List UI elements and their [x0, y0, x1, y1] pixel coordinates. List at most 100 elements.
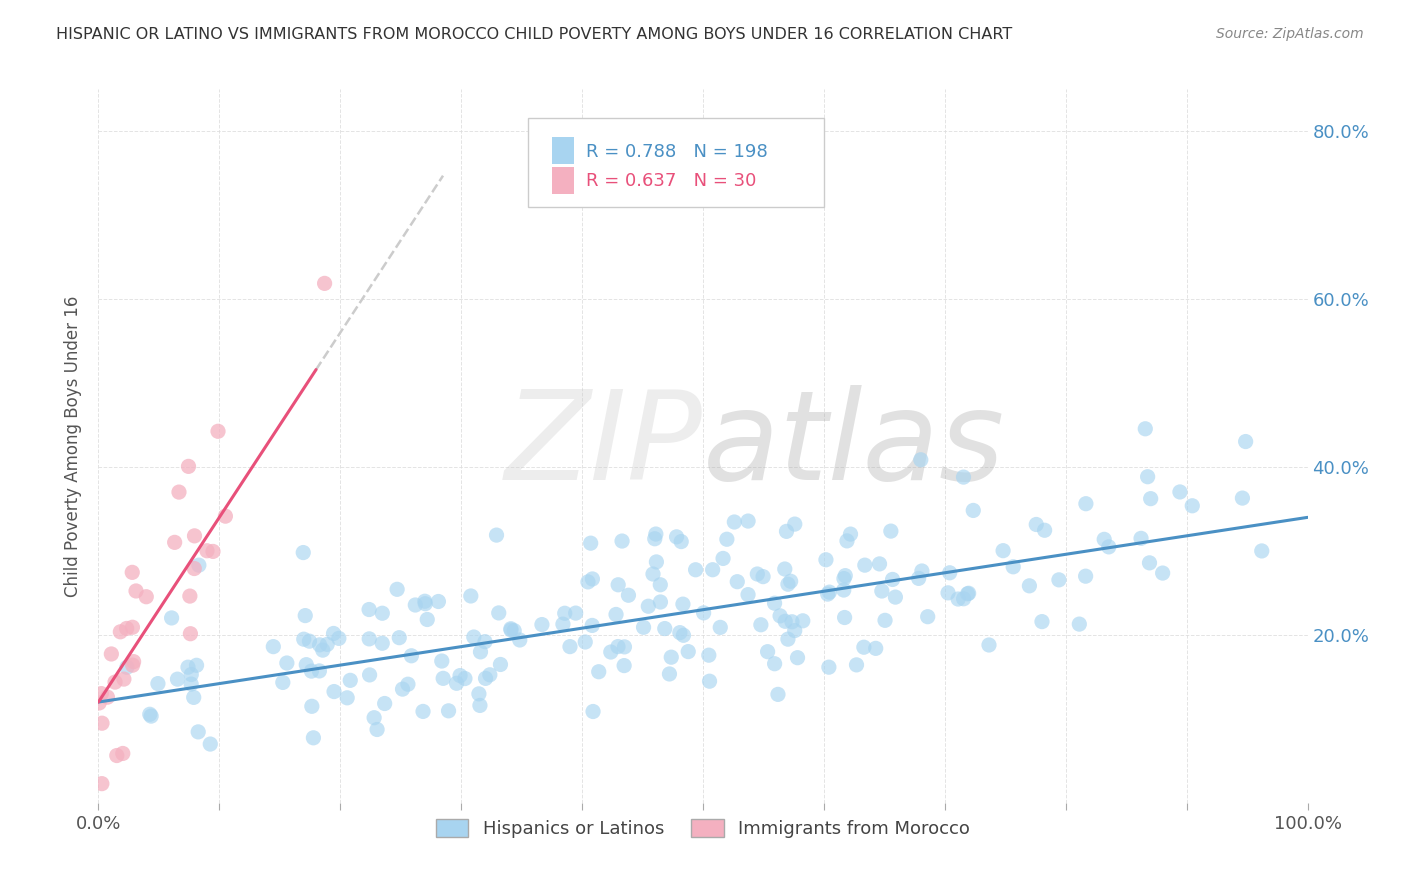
- Point: [160, 611, 183, 625]
- Point: [488, 606, 510, 620]
- Point: [1232, 491, 1254, 505]
- Point: [870, 584, 893, 599]
- Point: [122, 655, 145, 669]
- Point: [711, 551, 734, 566]
- Point: [685, 563, 707, 577]
- Point: [645, 555, 668, 569]
- Point: [907, 571, 929, 585]
- Point: [766, 687, 789, 701]
- Point: [359, 632, 381, 646]
- Point: [613, 658, 636, 673]
- Point: [776, 577, 799, 591]
- Point: [725, 574, 748, 589]
- Point: [121, 620, 143, 634]
- Point: [773, 615, 796, 629]
- Point: [115, 660, 138, 674]
- Point: [853, 558, 876, 573]
- Point: [478, 667, 501, 681]
- Point: [1139, 556, 1161, 570]
- Point: [139, 709, 162, 723]
- Point: [295, 657, 318, 672]
- Point: [633, 620, 655, 634]
- Point: [1025, 517, 1047, 532]
- Point: [834, 568, 856, 582]
- Point: [359, 668, 381, 682]
- Point: [200, 737, 222, 751]
- Point: [396, 677, 419, 691]
- Point: [911, 564, 934, 578]
- Point: [167, 485, 190, 500]
- Point: [1181, 499, 1204, 513]
- Point: [312, 643, 335, 657]
- Point: [104, 675, 127, 690]
- Point: [551, 617, 574, 632]
- Point: [183, 690, 205, 705]
- Point: [89, 696, 111, 710]
- Point: [187, 558, 209, 573]
- Point: [294, 608, 316, 623]
- Point: [385, 582, 408, 597]
- Point: [449, 668, 471, 682]
- Point: [763, 657, 786, 671]
- Point: [271, 675, 294, 690]
- Point: [177, 459, 200, 474]
- Point: [91, 716, 114, 731]
- Point: [470, 645, 492, 659]
- Point: [574, 635, 596, 649]
- Point: [938, 566, 960, 580]
- Point: [783, 624, 806, 638]
- Point: [121, 566, 143, 580]
- Point: [669, 625, 692, 640]
- Point: [509, 632, 531, 647]
- Point: [276, 656, 298, 670]
- Point: [166, 672, 188, 686]
- Point: [474, 672, 496, 686]
- Point: [388, 631, 411, 645]
- Point: [1002, 559, 1025, 574]
- Point: [818, 585, 841, 599]
- Point: [195, 543, 218, 558]
- FancyBboxPatch shape: [551, 167, 574, 194]
- Point: [201, 544, 224, 558]
- Point: [607, 640, 630, 654]
- Point: [110, 624, 132, 639]
- Point: [605, 607, 627, 622]
- Point: [697, 648, 720, 663]
- Point: [1033, 523, 1056, 537]
- Point: [884, 590, 907, 604]
- Point: [125, 584, 148, 599]
- Point: [817, 587, 839, 601]
- Point: [416, 612, 439, 626]
- Point: [183, 529, 205, 543]
- Point: [1168, 485, 1191, 500]
- Point: [1092, 533, 1115, 547]
- Point: [316, 637, 339, 651]
- Point: [446, 676, 468, 690]
- Point: [179, 626, 201, 640]
- Point: [412, 705, 434, 719]
- Point: [112, 672, 135, 686]
- Point: [654, 622, 676, 636]
- Point: [301, 699, 323, 714]
- Point: [454, 672, 477, 686]
- Point: [576, 574, 599, 589]
- Point: [692, 606, 714, 620]
- Point: [865, 641, 887, 656]
- Point: [366, 723, 388, 737]
- Point: [780, 615, 803, 629]
- Point: [105, 748, 128, 763]
- Point: [936, 586, 959, 600]
- Point: [499, 622, 522, 636]
- Point: [579, 536, 602, 550]
- Point: [292, 632, 315, 647]
- Point: [207, 425, 229, 439]
- Point: [699, 674, 721, 689]
- Point: [839, 527, 862, 541]
- Point: [737, 588, 759, 602]
- Point: [1136, 469, 1159, 483]
- Point: [776, 632, 799, 647]
- Point: [962, 503, 984, 517]
- Point: [180, 667, 202, 681]
- Point: [956, 587, 979, 601]
- Point: [582, 705, 605, 719]
